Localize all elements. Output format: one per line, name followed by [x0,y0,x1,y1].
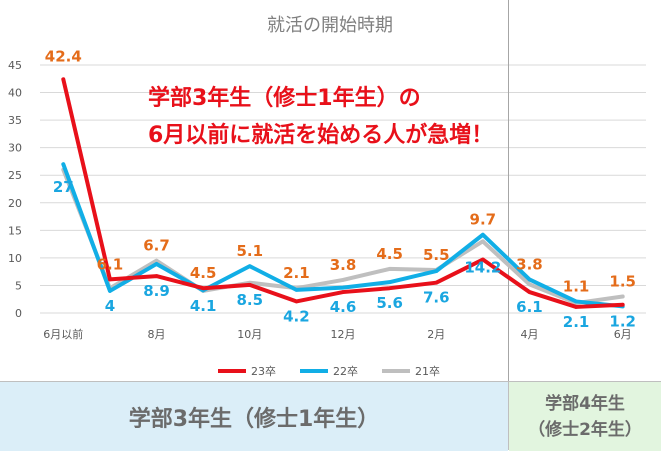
data-point-22卒 [154,262,159,266]
data-point-22卒 [434,269,439,273]
data-label-22: 14.2 [464,259,501,277]
data-label-23: 9.7 [470,211,497,229]
legend-label: 23卒 [251,364,276,378]
data-point-23卒 [201,286,205,291]
data-label-23: 42.4 [45,47,82,65]
data-point-22卒 [61,162,66,166]
data-point-22卒 [574,299,578,304]
legend-label: 21卒 [415,364,440,378]
data-point-21卒 [154,258,159,263]
data-label-23: 4.5 [376,245,403,263]
data-point-23卒 [481,257,485,262]
y-tick-label: 0 [15,307,22,320]
y-tick-label: 45 [8,59,22,72]
chart-title: 就活の開始時期 [267,15,393,36]
y-tick-label: 20 [8,197,22,210]
data-label-23: 3.8 [330,256,357,274]
line-chart: 0 5 10 15 20 25 30 35 40 45 6月以前 8月 10月 12月 2月 4月 6月 就活の開… [8,0,646,381]
data-point-21卒 [620,294,625,299]
data-point-23卒 [527,290,532,294]
legend-label: 22卒 [333,364,358,378]
data-label-22: 4 [105,297,115,315]
data-point-23卒 [574,305,578,309]
data-label-22: 4.2 [283,307,310,325]
data-label-23: 6.7 [143,237,170,255]
x-tick-label: 10月 [237,328,262,341]
data-label-23: 2.1 [283,264,310,282]
data-point-21卒 [527,282,532,287]
data-point-22卒 [341,285,345,290]
data-label-22: 1.2 [609,312,636,330]
y-tick-label: 35 [8,114,22,127]
data-point-23卒 [387,286,392,291]
data-point-23卒 [620,302,625,307]
data-point-23卒 [247,283,252,287]
data-label-22: 27 [53,178,74,196]
y-tick-label: 5 [15,279,22,292]
data-point-23卒 [154,274,159,278]
y-tick-label: 30 [8,142,22,155]
data-label-22: 2.1 [563,313,590,331]
data-point-23卒 [341,290,345,294]
x-tick-label: 2月 [427,328,445,341]
data-label-22: 4.1 [190,297,217,315]
data-point-23卒 [294,299,299,304]
x-tick-label: 8月 [148,328,166,341]
annotation-line: 6月以前に就活を始める人が急増！ [148,122,493,148]
data-label-22: 8.5 [236,291,263,309]
data-point-21卒 [341,278,345,282]
data-point-21卒 [387,267,392,271]
data-label-23: 5.1 [236,242,263,260]
band-grade-4-label-1: 学部4年生 [545,393,625,414]
x-tick-label: 12月 [331,328,356,341]
band-grade-4: 学部4年生 （修士2年生） [509,381,661,451]
data-label-22: 5.6 [376,294,403,312]
data-label-23: 1.5 [609,272,636,290]
band-grade-3-label: 学部3年生（修士1年生） [128,406,380,432]
data-point-22卒 [294,288,299,292]
data-point-22卒 [247,264,252,268]
data-label-22: 7.6 [423,289,450,307]
data-label-22: 8.9 [143,282,170,300]
x-tick-label: 4月 [520,328,538,341]
band-divider [508,381,509,450]
data-label-22: 4.6 [330,298,357,316]
data-point-22卒 [387,280,392,284]
band-grade-3: 学部3年生（修士1年生） [0,381,508,451]
y-tick-label: 25 [8,169,22,182]
data-label-23: 6.1 [97,255,124,273]
data-point-22卒 [481,232,485,237]
data-label-22: 6.1 [516,298,543,316]
data-point-23卒 [61,77,66,82]
data-label-23: 1.1 [563,277,590,295]
data-point-21卒 [481,239,485,244]
data-label-23: 3.8 [516,255,543,273]
data-point-23卒 [434,280,439,285]
x-tick-label: 6月 [614,328,632,341]
band-grade-4-label-2: （修士2年生） [528,419,642,440]
data-label-23: 4.5 [190,264,217,282]
x-tick-label: 6月以前 [43,327,83,341]
y-tick-label: 15 [8,224,22,237]
y-tick-label: 10 [8,252,22,265]
data-label-23: 5.5 [423,246,450,264]
annotation-line: 学部3年生（修士1年生）の [148,85,421,111]
data-point-22卒 [527,277,532,282]
data-point-22卒 [108,289,112,293]
data-point-23卒 [108,277,112,282]
y-tick-label: 40 [8,87,22,100]
